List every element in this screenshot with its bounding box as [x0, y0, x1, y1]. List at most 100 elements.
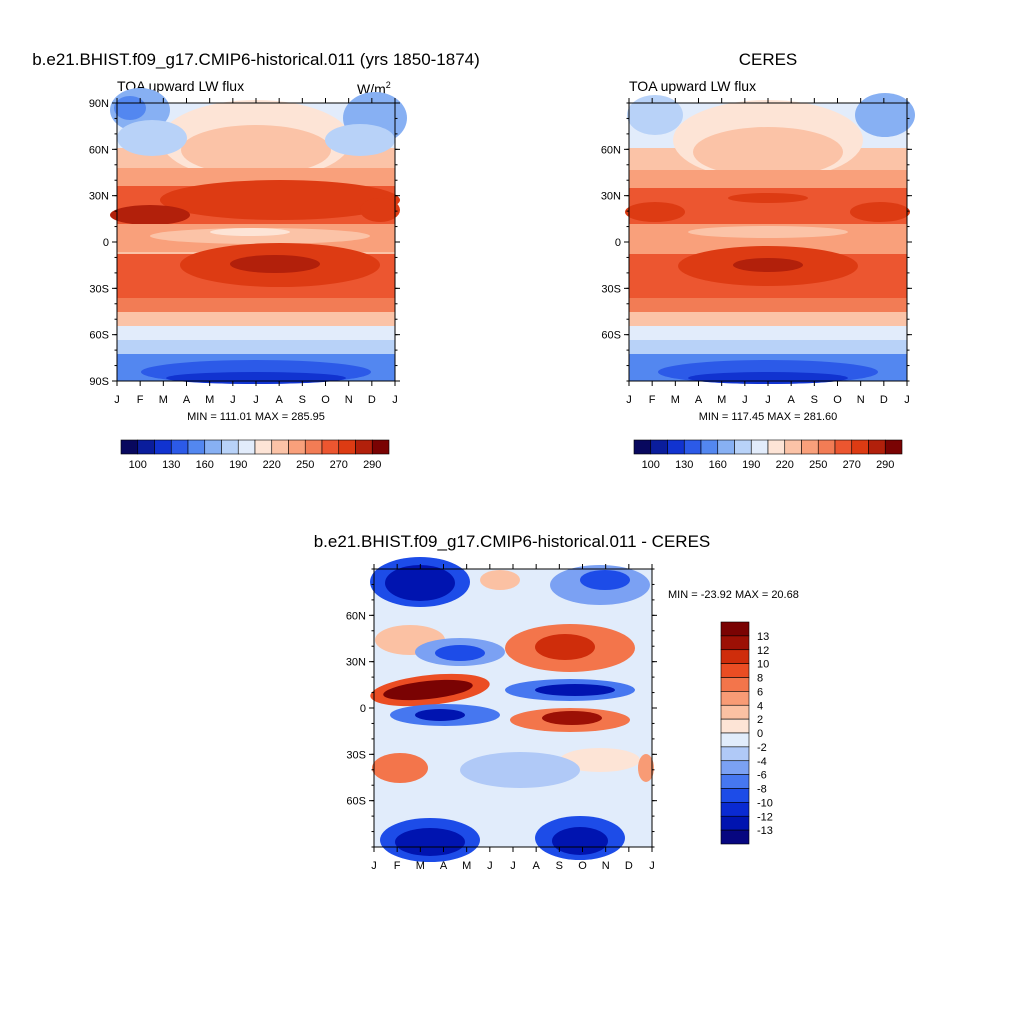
- colorbar-cell: [720, 704, 750, 720]
- colorbar-cell: [667, 439, 685, 455]
- panel-model-title: b.e21.BHIST.f09_g17.CMIP6-historical.011…: [32, 50, 480, 69]
- panel-ceres-stats: MIN = 117.45 MAX = 281.60: [699, 411, 838, 423]
- heatmap-diff: [370, 557, 654, 862]
- colorbar-label: -2: [757, 742, 767, 754]
- panel-ceres-subtitle: TOA upward LW flux: [629, 78, 756, 94]
- blob: [415, 709, 465, 721]
- colorbar-cell: [221, 439, 239, 455]
- x-tick-label: J: [649, 860, 655, 872]
- band: [629, 326, 907, 340]
- heatmap-ceres: [625, 93, 915, 384]
- blob: [395, 828, 465, 856]
- colorbar-cell: [734, 439, 752, 455]
- y-tick-label: 30N: [601, 191, 621, 203]
- blob: [460, 752, 580, 788]
- x-tick-label: D: [880, 394, 888, 406]
- colorbar-cell: [720, 788, 750, 803]
- colorbar-label: 130: [675, 459, 693, 471]
- colorbar-label: 0: [757, 728, 763, 740]
- band: [117, 312, 395, 326]
- colorbar-cell: [338, 439, 356, 455]
- x-tick-label: S: [299, 394, 306, 406]
- band: [117, 298, 395, 312]
- x-tick-label: F: [137, 394, 144, 406]
- colorbar-label: 220: [263, 459, 281, 471]
- blob: [542, 711, 602, 725]
- x-tick-label: D: [368, 394, 376, 406]
- colorbar-cell: [720, 649, 750, 664]
- colorbar-label: -4: [757, 756, 767, 768]
- colorbar-label: 160: [196, 459, 214, 471]
- colorbar-label: 100: [642, 459, 660, 471]
- band: [629, 170, 907, 188]
- band: [688, 226, 848, 238]
- colorbar-label: 190: [229, 459, 247, 471]
- colorbar-cell: [720, 802, 750, 817]
- colorbar-label: 8: [757, 673, 763, 685]
- colorbar-label: 190: [742, 459, 760, 471]
- colorbar-diff: 13 12 10 86 4 2 0 -2 -4 -6 -8-10 -12 -13: [720, 621, 773, 845]
- colorbar-cell: [720, 691, 750, 706]
- colorbar-cell: [355, 439, 373, 455]
- colorbar-label: 290: [876, 459, 894, 471]
- y-tick-label: 30S: [601, 283, 621, 295]
- colorbar-cell: [120, 439, 139, 455]
- x-tick-label: J: [487, 860, 493, 872]
- y-tick-label: 60S: [601, 330, 621, 342]
- band: [629, 340, 907, 354]
- y-tick-label: 30N: [89, 191, 109, 203]
- colorbar-cell: [237, 439, 256, 455]
- axes-model: J F M A M J J A S O N D J 90N 60N 30N 0 30S 60S 90S: [89, 98, 400, 406]
- colorbar-cell: [720, 829, 750, 845]
- colorbar-cell: [720, 774, 750, 789]
- colorbar-cell: [801, 439, 819, 455]
- heatmap-model: [110, 88, 407, 384]
- colorbar-label: 2: [757, 714, 763, 726]
- y-tick-label: 30N: [346, 657, 366, 669]
- band: [325, 124, 395, 156]
- x-tick-label: F: [649, 394, 656, 406]
- colorbar-label: 6: [757, 686, 763, 698]
- x-tick-label: J: [904, 394, 910, 406]
- band: [728, 193, 808, 203]
- x-tick-label: M: [416, 860, 425, 872]
- x-tick-label: F: [394, 860, 401, 872]
- band: [855, 93, 915, 137]
- colorbar-cell: [137, 439, 155, 455]
- band: [693, 127, 843, 177]
- band: [110, 205, 190, 225]
- x-tick-label: J: [392, 394, 398, 406]
- y-tick-label: 30S: [346, 749, 366, 761]
- colorbar-label: 130: [162, 459, 180, 471]
- colorbar-cell: [321, 439, 340, 455]
- y-tick-label: 60N: [346, 610, 366, 622]
- x-tick-label: M: [462, 860, 471, 872]
- colorbar-cell: [720, 718, 750, 734]
- colorbar-label: 12: [757, 645, 769, 657]
- panel-diff: b.e21.BHIST.f09_g17.CMIP6-historical.011…: [314, 532, 799, 872]
- x-tick-label: A: [787, 394, 795, 406]
- colorbar-cell: [720, 746, 750, 762]
- blob: [535, 684, 615, 696]
- colorbar-label: -8: [757, 784, 767, 796]
- colorbar-cell: [204, 439, 222, 455]
- colorbar-label: 220: [776, 459, 794, 471]
- blob: [535, 634, 595, 660]
- colorbar-cell: [720, 677, 750, 692]
- colorbar-cell: [371, 439, 390, 455]
- colorbar-cell: [304, 439, 323, 455]
- y-tick-label: 0: [615, 237, 621, 249]
- colorbar-cell: [720, 621, 750, 637]
- blob: [480, 570, 520, 590]
- y-tick-label: 30S: [89, 283, 109, 295]
- colorbar-ceres: 100 130 160 190 220 250 270 290: [633, 439, 903, 471]
- x-tick-label: J: [626, 394, 632, 406]
- colorbar-cell: [254, 439, 273, 455]
- colorbar-cell: [750, 439, 769, 455]
- x-tick-label: M: [671, 394, 680, 406]
- colorbar-cell: [288, 439, 306, 455]
- colorbar-model: 100 130 160 190 220 250 270 290: [120, 439, 390, 471]
- blob: [372, 753, 428, 783]
- blob: [638, 754, 654, 782]
- colorbar-label: 4: [757, 700, 763, 712]
